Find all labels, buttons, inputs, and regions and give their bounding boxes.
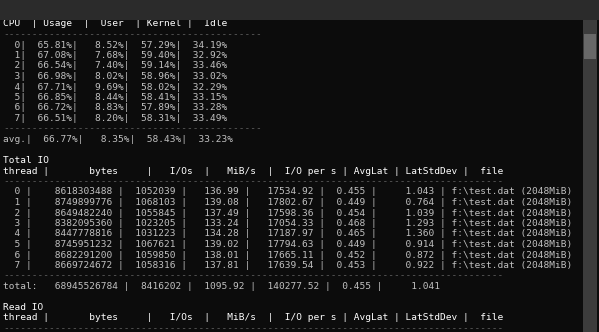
Text: 5 |    8745951232 |  1067621 |   139.02 |   17794.63 |  0.449 |     0.914 | f:\t: 5 | 8745951232 | 1067621 | 139.02 | 1779… xyxy=(3,240,572,249)
Text: --------------------------------------------------------------------------------: ----------------------------------------… xyxy=(3,272,503,281)
Text: 1 |    8749899776 |  1068103 |   139.08 |   17802.67 |  0.449 |     0.764 | f:\t: 1 | 8749899776 | 1068103 | 139.08 | 1780… xyxy=(3,198,572,207)
Text: ─: ─ xyxy=(530,4,537,17)
Text: 2 |    8649482240 |  1055845 |   137.49 |   17598.36 |  0.454 |     1.039 | f:\t: 2 | 8649482240 | 1055845 | 137.49 | 1759… xyxy=(3,208,572,217)
Text: 2|  66.54%|   7.40%|  59.14%|  33.46%: 2| 66.54%| 7.40%| 59.14%| 33.46% xyxy=(3,61,227,70)
Text: CPU  | Usage  |  User  | Kernel |  Idle: CPU | Usage | User | Kernel | Idle xyxy=(3,20,227,29)
Text: Total IO: Total IO xyxy=(3,156,49,165)
Text: 6 |    8682291200 |  1059850 |   138.01 |   17665.11 |  0.452 |     0.872 | f:\t: 6 | 8682291200 | 1059850 | 138.01 | 1766… xyxy=(3,251,572,260)
Text: □: □ xyxy=(556,4,564,17)
Text: ✕: ✕ xyxy=(582,4,589,17)
Text: 7|  66.51%|   8.20%|  58.31%|  33.49%: 7| 66.51%| 8.20%| 58.31%| 33.49% xyxy=(3,114,227,123)
Text: ▣: ▣ xyxy=(6,5,12,15)
Text: 3 |    8382095360 |  1023205 |   133.24 |   17054.33 |  0.468 |     1.293 | f:\t: 3 | 8382095360 | 1023205 | 133.24 | 1705… xyxy=(3,219,572,228)
Text: 7 |    8669724672 |  1058316 |   137.81 |   17639.54 |  0.453 |     0.922 | f:\t: 7 | 8669724672 | 1058316 | 137.81 | 1763… xyxy=(3,261,572,270)
Text: --------------------------------------------------------------------------------: ----------------------------------------… xyxy=(3,177,503,186)
Text: ▼: ▼ xyxy=(590,319,595,328)
Text: ---------------------------------------------: ----------------------------------------… xyxy=(3,124,262,133)
Text: 3|  66.98%|   8.02%|  58.96%|  33.02%: 3| 66.98%| 8.02%| 58.96%| 33.02% xyxy=(3,72,227,81)
Text: 1|  67.08%|   7.68%|  59.40%|  32.92%: 1| 67.08%| 7.68%| 59.40%| 32.92% xyxy=(3,51,227,60)
Text: thread |       bytes     |   I/Os  |   MiB/s  |  I/O per s | AvgLat | LatStdDev : thread | bytes | I/Os | MiB/s | I/O per … xyxy=(3,313,503,322)
Text: Administrator: Command Prompt: Administrator: Command Prompt xyxy=(20,5,201,15)
Text: 4|  67.71%|   9.69%|  58.02%|  32.29%: 4| 67.71%| 9.69%| 58.02%| 32.29% xyxy=(3,82,227,92)
Text: avg.|  66.77%|   8.35%|  58.43%|  33.23%: avg.| 66.77%| 8.35%| 58.43%| 33.23% xyxy=(3,135,233,144)
Text: 0|  65.81%|   8.52%|  57.29%|  34.19%: 0| 65.81%| 8.52%| 57.29%| 34.19% xyxy=(3,41,227,49)
Text: thread |       bytes     |   I/Os  |   MiB/s  |  I/O per s | AvgLat | LatStdDev : thread | bytes | I/Os | MiB/s | I/O per … xyxy=(3,167,503,176)
Text: 0 |    8618303488 |  1052039 |   136.99 |   17534.92 |  0.455 |     1.043 | f:\t: 0 | 8618303488 | 1052039 | 136.99 | 1753… xyxy=(3,188,572,197)
Text: ---------------------------------------------: ----------------------------------------… xyxy=(3,30,262,39)
Text: Read IO: Read IO xyxy=(3,303,43,312)
Text: total:   68945526784 |  8416202 |  1095.92 |  140277.52 |  0.455 |     1.041: total: 68945526784 | 8416202 | 1095.92 |… xyxy=(3,282,440,291)
Text: 5|  66.85%|   8.44%|  58.41%|  33.15%: 5| 66.85%| 8.44%| 58.41%| 33.15% xyxy=(3,93,227,102)
Text: --------------------------------------------------------------------------------: ----------------------------------------… xyxy=(3,324,503,332)
Text: 6|  66.72%|   8.83%|  57.89%|  33.28%: 6| 66.72%| 8.83%| 57.89%| 33.28% xyxy=(3,104,227,113)
Text: 4 |    8447778816 |  1031223 |   134.28 |   17187.97 |  0.465 |     1.360 | f:\t: 4 | 8447778816 | 1031223 | 134.28 | 1718… xyxy=(3,229,572,238)
